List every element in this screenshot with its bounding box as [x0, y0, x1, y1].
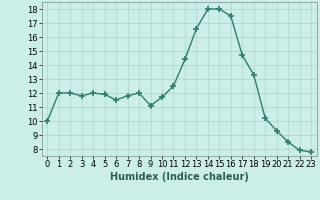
X-axis label: Humidex (Indice chaleur): Humidex (Indice chaleur) [110, 172, 249, 182]
